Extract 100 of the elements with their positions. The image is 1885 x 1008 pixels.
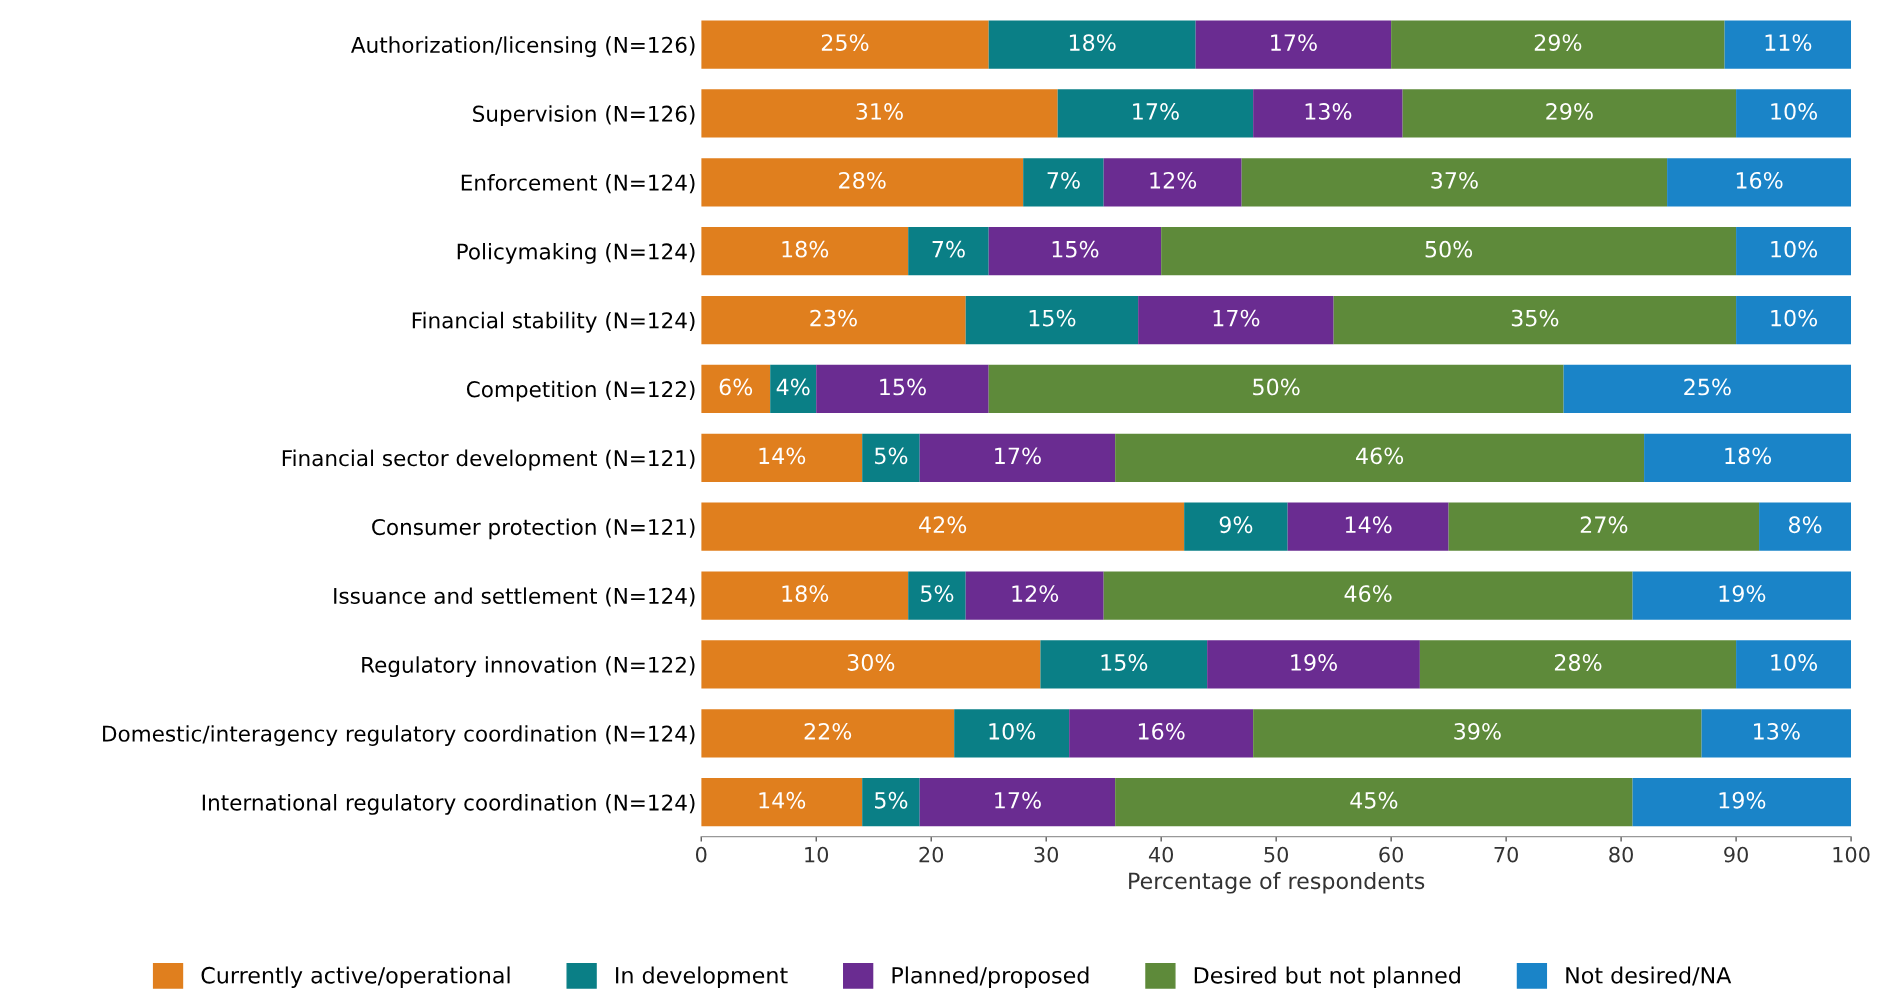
bar: [919, 433, 1116, 482]
bar: [862, 778, 920, 827]
data-label: 18%: [782, 585, 829, 603]
bar: [1138, 295, 1334, 345]
x-tick-label: 80: [1609, 846, 1633, 863]
bar: [1023, 158, 1104, 207]
bar: [919, 778, 1116, 827]
bar: [770, 364, 817, 414]
data-label: 12%: [1012, 585, 1059, 603]
data-label: 7%: [1047, 171, 1080, 189]
bar: [1115, 778, 1633, 827]
data-label: 42%: [919, 516, 967, 534]
y-tick-label: Consumer protection (N=121): [372, 518, 695, 540]
y-tick-label: Enforcement (N=124): [461, 174, 695, 194]
y-tick-label: Financial sector development (N=121): [282, 449, 695, 471]
bar: [1391, 20, 1725, 69]
data-label: 18%: [1725, 447, 1772, 465]
data-label: 5%: [875, 791, 908, 809]
x-tick-label: 90: [1724, 846, 1748, 863]
data-label: 18%: [1069, 34, 1116, 51]
data-label: 46%: [1344, 585, 1392, 603]
bar: [1103, 158, 1242, 207]
bar: [701, 433, 863, 482]
x-tick-label: 100: [1833, 846, 1870, 863]
data-label: 23%: [810, 309, 857, 327]
x-tick-label: 70: [1494, 846, 1518, 863]
legend-label: Desired but not planned: [1194, 966, 1460, 988]
bar: [1333, 295, 1737, 345]
bar: [1253, 709, 1702, 758]
x-tick-label: 40: [1148, 846, 1174, 863]
data-label: 46%: [1356, 447, 1404, 465]
bar: [954, 709, 1070, 758]
bar: [1644, 433, 1852, 482]
y-tick-label: Competition (N=122): [466, 380, 695, 402]
bar: [1701, 709, 1852, 758]
bar: [701, 778, 863, 827]
data-label: 31%: [856, 103, 903, 120]
data-label: 4%: [776, 378, 810, 396]
data-label: 50%: [1425, 240, 1473, 258]
data-label: 17%: [995, 791, 1041, 809]
bar: [701, 227, 909, 276]
data-label: 5%: [875, 447, 908, 465]
data-label: 10%: [1771, 309, 1818, 327]
bar: [1287, 502, 1449, 551]
data-label: 9%: [1219, 516, 1253, 534]
bar: [1667, 158, 1852, 207]
bar: [701, 364, 771, 414]
bar: [1069, 709, 1254, 758]
y-tick-label: Policymaking (N=124): [457, 242, 695, 264]
data-label: 17%: [1213, 309, 1260, 327]
data-label: 14%: [759, 447, 806, 465]
bar: [862, 433, 920, 482]
bar: [701, 502, 1185, 551]
y-tick-label: Domestic/interagency regulatory coordination (N=124): [103, 725, 695, 746]
data-label: 30%: [847, 654, 895, 671]
bar: [1207, 640, 1420, 689]
y-tick-label: Regulatory innovation (N=122): [362, 656, 695, 678]
bar: [1402, 89, 1737, 138]
data-label: 13%: [1305, 103, 1352, 120]
x-tick-label: 30: [1034, 846, 1059, 863]
data-label: 10%: [1771, 240, 1818, 258]
x-tick-label: 10: [805, 846, 829, 863]
bar: [701, 89, 1058, 138]
y-tick-label: Authorization/licensing (N=126): [351, 36, 695, 58]
bar: [1040, 640, 1208, 689]
bar: [1115, 433, 1645, 482]
bar: [908, 571, 966, 620]
bar: [701, 20, 989, 69]
bar: [988, 20, 1196, 69]
legend-label: Not desired/NA: [1566, 966, 1732, 986]
bar: [1419, 640, 1737, 689]
bar: [1632, 778, 1852, 827]
bar: [701, 709, 955, 758]
data-label: 45%: [1350, 791, 1398, 809]
data-label: 16%: [1138, 722, 1185, 740]
bar: [1253, 89, 1403, 138]
data-label: 15%: [880, 378, 926, 396]
bar: [1448, 502, 1760, 551]
bar: [908, 227, 989, 276]
data-label: 13%: [1754, 722, 1800, 740]
y-tick-label: Issuance and settlement (N=124): [334, 587, 695, 607]
bar: [1632, 571, 1852, 620]
data-label: 16%: [1736, 171, 1783, 189]
legend-label: Planned/proposed: [892, 966, 1089, 988]
bar: [988, 364, 1564, 414]
bar: [816, 364, 989, 414]
data-label: 28%: [839, 171, 886, 189]
data-label: 5%: [921, 585, 954, 603]
data-label: 10%: [989, 722, 1036, 740]
bar: [1736, 295, 1852, 345]
bar: [701, 571, 909, 620]
data-label: 11%: [1765, 34, 1812, 51]
data-label: 29%: [1534, 34, 1582, 51]
bar: [1736, 227, 1852, 276]
data-label: 18%: [782, 240, 829, 258]
x-tick-label: 0: [695, 846, 707, 863]
bar: [1184, 502, 1288, 551]
data-label: 10%: [1771, 654, 1818, 671]
data-label: 10%: [1771, 103, 1818, 120]
bar: [1563, 364, 1852, 414]
